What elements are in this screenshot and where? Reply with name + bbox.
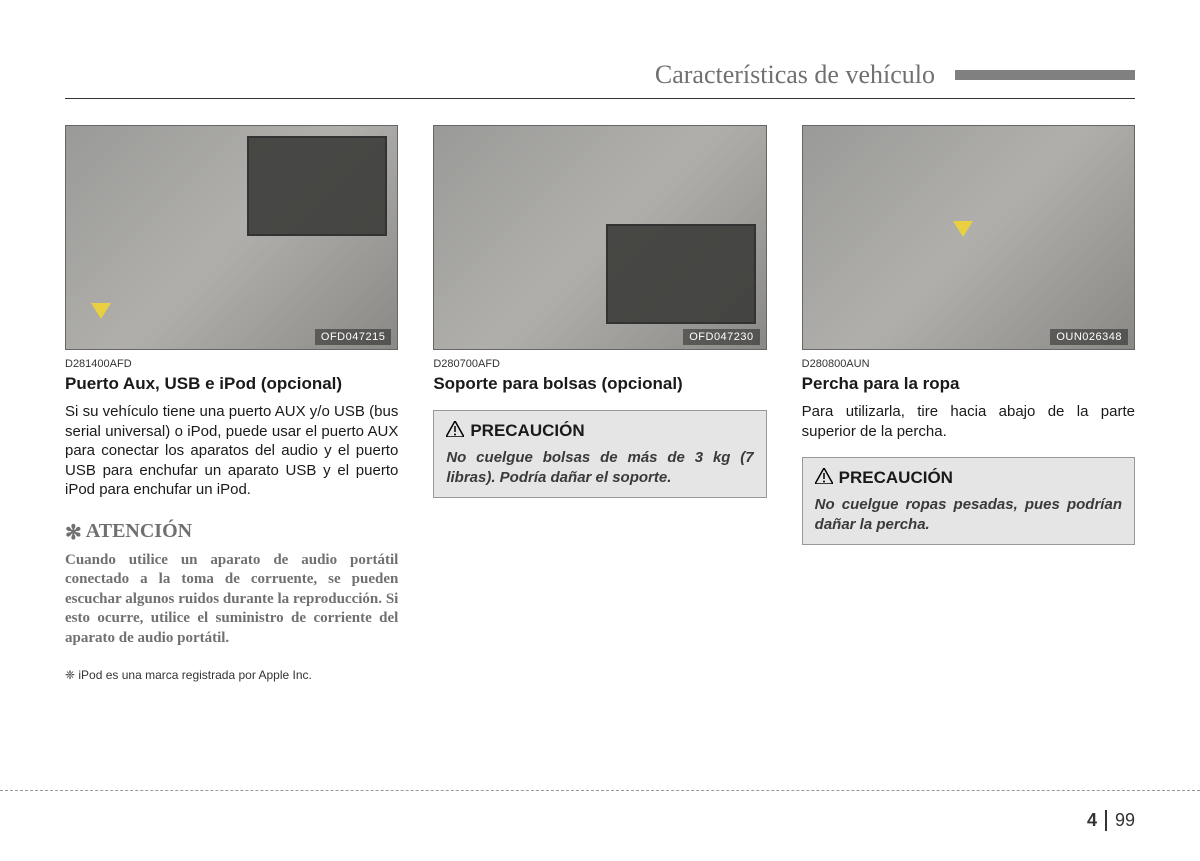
arrow-icon (953, 221, 973, 237)
page-divider (0, 790, 1200, 791)
figure-aux-usb-ipod: OFD047215 (65, 125, 398, 350)
warning-icon (446, 421, 464, 442)
page-number: 99 (1115, 810, 1135, 831)
section-title: Soporte para bolsas (opcional) (433, 374, 766, 394)
figure-clothes-hanger: OUN026348 (802, 125, 1135, 350)
caution-body: No cuelgue ropas pesadas, pues podrían d… (815, 495, 1122, 534)
caution-heading: PRECAUCIÓN (446, 421, 753, 442)
body-text: Para utilizarla, tire hacia abajo de la … (802, 402, 1135, 441)
header-rule (65, 98, 1135, 99)
arrow-icon (91, 303, 111, 319)
snowflake-icon: ✻ (65, 522, 82, 544)
reference-code: D281400AFD (65, 358, 398, 370)
caution-body: No cuelgue bolsas de más de 3 kg (7 libr… (446, 448, 753, 487)
reference-code: D280700AFD (433, 358, 766, 370)
attention-heading: ✻ATENCIÓN (65, 520, 398, 545)
caution-heading: PRECAUCIÓN (815, 468, 1122, 489)
caution-box: PRECAUCIÓN No cuelgue ropas pesadas, pue… (802, 457, 1135, 545)
chapter-number: 4 (1087, 810, 1107, 831)
column-1: OFD047215 D281400AFD Puerto Aux, USB e i… (65, 125, 398, 682)
figure-inset (606, 224, 756, 324)
column-3: OUN026348 D280800AUN Percha para la ropa… (802, 125, 1135, 682)
header-accent-block (955, 70, 1135, 80)
page-footer: 4 99 (1087, 810, 1135, 831)
reference-code: D280800AUN (802, 358, 1135, 370)
header-title: Características de vehículo (655, 60, 945, 90)
column-2: OFD047230 D280700AFD Soporte para bolsas… (433, 125, 766, 682)
footnote: ❈ iPod es una marca registrada por Apple… (65, 668, 398, 682)
section-title: Puerto Aux, USB e iPod (opcional) (65, 374, 398, 394)
figure-bag-holder: OFD047230 (433, 125, 766, 350)
figure-label: OFD047230 (683, 329, 759, 345)
attention-body: Cuando utilice un aparato de audio portá… (65, 551, 398, 649)
content-columns: OFD047215 D281400AFD Puerto Aux, USB e i… (65, 125, 1135, 682)
figure-label: OUN026348 (1050, 329, 1128, 345)
page-header: Características de vehículo (65, 60, 1135, 90)
caution-box: PRECAUCIÓN No cuelgue bolsas de más de 3… (433, 410, 766, 498)
caution-label: PRECAUCIÓN (470, 421, 584, 440)
body-text: Si su vehículo tiene una puerto AUX y/o … (65, 402, 398, 500)
section-title: Percha para la ropa (802, 374, 1135, 394)
figure-label: OFD047215 (315, 329, 391, 345)
attention-label: ATENCIÓN (86, 520, 192, 542)
warning-icon (815, 468, 833, 489)
figure-inset (247, 136, 387, 236)
caution-label: PRECAUCIÓN (839, 468, 953, 487)
